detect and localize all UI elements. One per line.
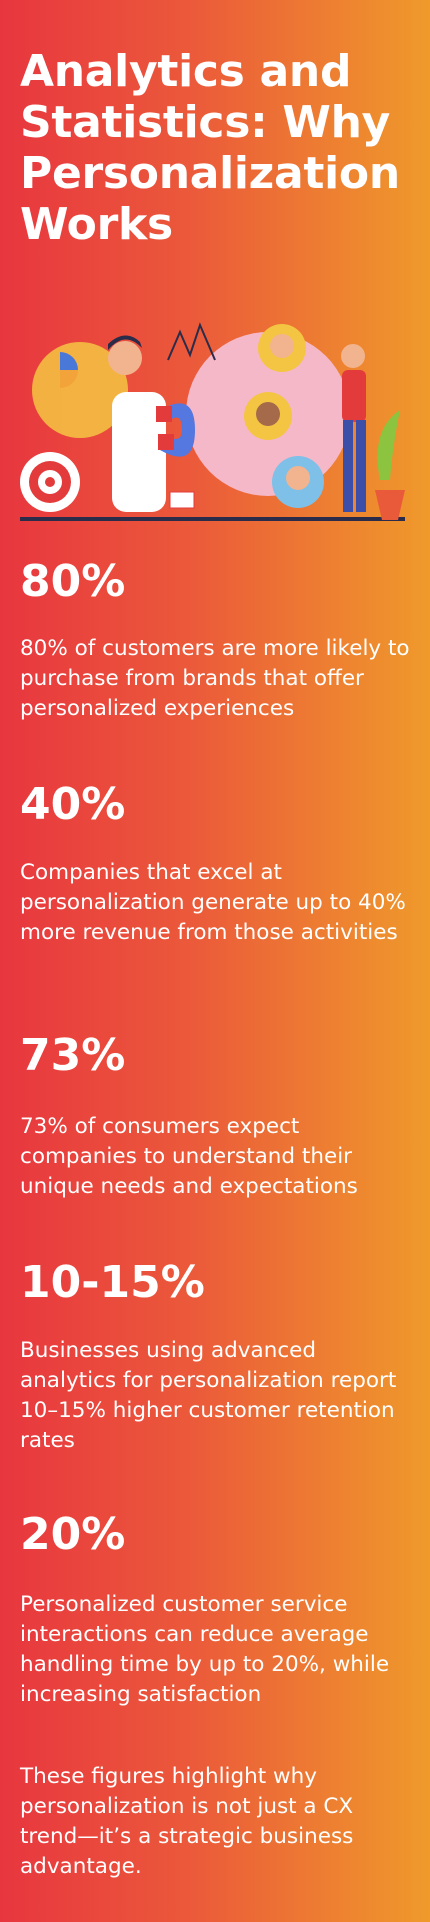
stat-value: 73% <box>20 1030 126 1081</box>
stat-value: 40% <box>20 779 126 830</box>
closing: These figures highlight why personalizat… <box>20 1764 354 1879</box>
stat-text: Businesses using advanced analytics for … <box>20 1338 397 1453</box>
stat-text: Companies that excel at personalization … <box>20 860 406 945</box>
stat-text: 80% of customers are more likely to purc… <box>20 636 410 721</box>
illustration <box>20 322 405 521</box>
stat-value: 20% <box>20 1509 126 1560</box>
stat-text: Personalized customer service interactio… <box>20 1592 390 1707</box>
title: Analytics and Statistics: Why Personaliz… <box>20 46 400 250</box>
stat-value: 80% <box>20 556 126 607</box>
stat-text: 73% of consumers expect companies to und… <box>20 1114 358 1199</box>
stat-value: 10-15% <box>20 1257 205 1308</box>
